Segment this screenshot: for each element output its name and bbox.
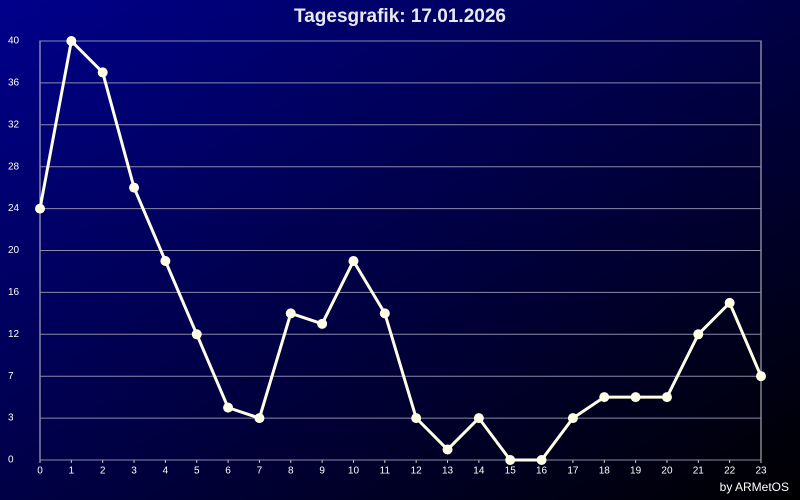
point <box>348 255 359 266</box>
x-tick-label: 23 <box>755 466 767 477</box>
x-tick-label: 19 <box>630 466 642 477</box>
point <box>317 318 328 329</box>
x-tick-label: 12 <box>411 466 423 477</box>
x-tick-label: 2 <box>100 466 106 477</box>
x-tick-label: 4 <box>163 466 169 477</box>
point <box>66 36 77 46</box>
x-tick-label: 15 <box>505 466 517 477</box>
point <box>442 444 453 455</box>
x-tick-label: 1 <box>69 466 75 477</box>
y-tick-label: 32 <box>8 119 20 130</box>
point <box>630 392 641 403</box>
y-tick-label: 28 <box>8 161 20 172</box>
x-tick-label: 16 <box>536 466 548 477</box>
y-tick-label: 7 <box>8 371 14 382</box>
y-tick-label: 20 <box>8 245 20 256</box>
x-tick-label: 3 <box>131 466 137 477</box>
point <box>756 371 766 382</box>
x-tick-label: 18 <box>599 466 611 477</box>
x-tick-label: 6 <box>225 466 231 477</box>
x-tick-label: 21 <box>693 466 705 477</box>
x-tick-label: 20 <box>661 466 673 477</box>
y-tick-label: 16 <box>8 287 20 298</box>
x-tick-label: 11 <box>380 466 391 477</box>
x-tick-label: 0 <box>37 466 43 477</box>
point <box>160 255 171 266</box>
x-tick-label: 9 <box>319 466 325 477</box>
point <box>35 203 45 214</box>
point <box>191 329 202 340</box>
y-tick-label: 24 <box>8 203 20 214</box>
x-tick-label: 10 <box>348 466 360 477</box>
point <box>693 329 704 340</box>
line <box>38 39 763 462</box>
point <box>661 392 672 403</box>
x-tick-label: 8 <box>288 466 294 477</box>
chart-title: Tagesgrafik: 17.01.2026 <box>294 6 506 27</box>
point <box>411 413 422 424</box>
point <box>379 308 390 319</box>
point <box>599 392 610 403</box>
point <box>129 182 140 193</box>
point <box>724 297 735 308</box>
point <box>254 413 265 424</box>
x-tick-label: 7 <box>257 466 263 477</box>
x-tick-label: 22 <box>724 466 736 477</box>
point <box>536 455 547 465</box>
y-tick-label: 12 <box>8 329 20 340</box>
point <box>97 67 108 78</box>
point <box>505 455 516 465</box>
x-tick-label: 13 <box>442 466 454 477</box>
credit: by ARMetOS <box>720 480 789 494</box>
x-tick-label: 17 <box>567 466 579 477</box>
x-tick-label: 5 <box>194 466 200 477</box>
point <box>567 413 578 424</box>
y-tick-label: 0 <box>8 455 14 466</box>
y-tick-label: 36 <box>8 78 20 89</box>
point <box>285 308 296 319</box>
point <box>473 413 484 424</box>
x-tick-label: 14 <box>473 466 485 477</box>
y-tick-label: 40 <box>8 36 20 47</box>
point <box>223 402 234 413</box>
y-tick-label: 3 <box>8 413 14 424</box>
